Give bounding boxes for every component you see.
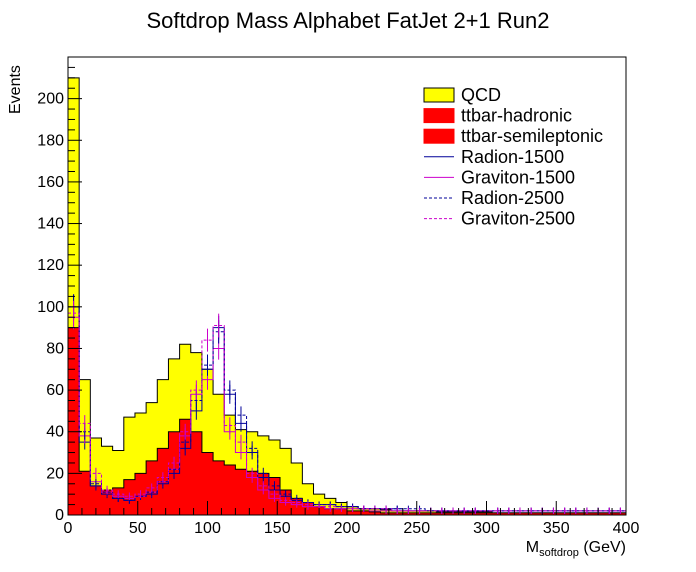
- legend-label: Radion-1500: [461, 147, 564, 167]
- x-tick-label: 150: [264, 520, 291, 537]
- y-tick-label: 180: [37, 132, 64, 149]
- legend-label: ttbar-semileptonic: [461, 126, 603, 146]
- legend-label: ttbar-hadronic: [461, 106, 572, 126]
- series-graviton-2500: [68, 300, 626, 514]
- legend-entry-radion-2500: Radion-2500: [424, 188, 564, 208]
- x-tick-label: 100: [194, 520, 221, 537]
- x-tick-label: 50: [129, 520, 147, 537]
- chart-title: Softdrop Mass Alphabet FatJet 2+1 Run2: [147, 8, 550, 33]
- x-tick-label: 0: [64, 520, 73, 537]
- y-tick-label: 100: [37, 299, 64, 316]
- legend-label: Graviton-2500: [461, 209, 575, 229]
- legend-label: Graviton-1500: [461, 167, 575, 187]
- x-tick-label: 350: [543, 520, 570, 537]
- x-tick-label: 200: [334, 520, 361, 537]
- legend-swatch: [423, 87, 455, 103]
- y-tick-label: 40: [46, 424, 64, 441]
- x-axis-title-unit: (GeV): [579, 539, 626, 556]
- legend-entry-ttbar-hadronic: ttbar-hadronic: [423, 106, 572, 126]
- x-tick-label: 400: [613, 520, 640, 537]
- x-axis-title-main: M: [526, 539, 539, 556]
- y-tick-label: 80: [46, 340, 64, 357]
- legend-swatch: [423, 108, 455, 124]
- series-ttbar-semileptonic: [67, 327, 627, 516]
- y-tick-label: 160: [37, 174, 64, 191]
- x-tick-label: 250: [403, 520, 430, 537]
- legend-label: QCD: [461, 85, 501, 105]
- y-tick-label: 140: [37, 216, 64, 233]
- axes: 0 50 100 150 200 250 300 350 400 0 20 40 60 80 100 120 1…: [37, 56, 640, 537]
- legend: QCDttbar-hadronicttbar-semileptonicRadio…: [423, 85, 603, 229]
- legend-entry-ttbar-semileptonic: ttbar-semileptonic: [423, 126, 603, 146]
- y-tick-label: 60: [46, 382, 64, 399]
- legend-swatch: [423, 128, 455, 144]
- x-axis-title-sub: softdrop: [539, 547, 579, 559]
- x-tick-label: 300: [473, 520, 500, 537]
- y-tick-label: 120: [37, 257, 64, 274]
- y-axis-title: Events: [7, 65, 24, 114]
- x-axis-title: Msoftdrop (GeV): [526, 539, 626, 559]
- legend-entry-qcd: QCD: [423, 85, 501, 105]
- legend-entry-graviton-1500: Graviton-1500: [424, 167, 575, 187]
- y-tick-label: 0: [55, 507, 64, 524]
- y-tick-label: 200: [37, 91, 64, 108]
- y-tick-label: 20: [46, 465, 64, 482]
- series-fill: [67, 327, 627, 516]
- legend-label: Radion-2500: [461, 188, 564, 208]
- legend-entry-graviton-2500: Graviton-2500: [424, 209, 575, 229]
- series-line: [68, 312, 626, 512]
- legend-entry-radion-1500: Radion-1500: [424, 147, 564, 167]
